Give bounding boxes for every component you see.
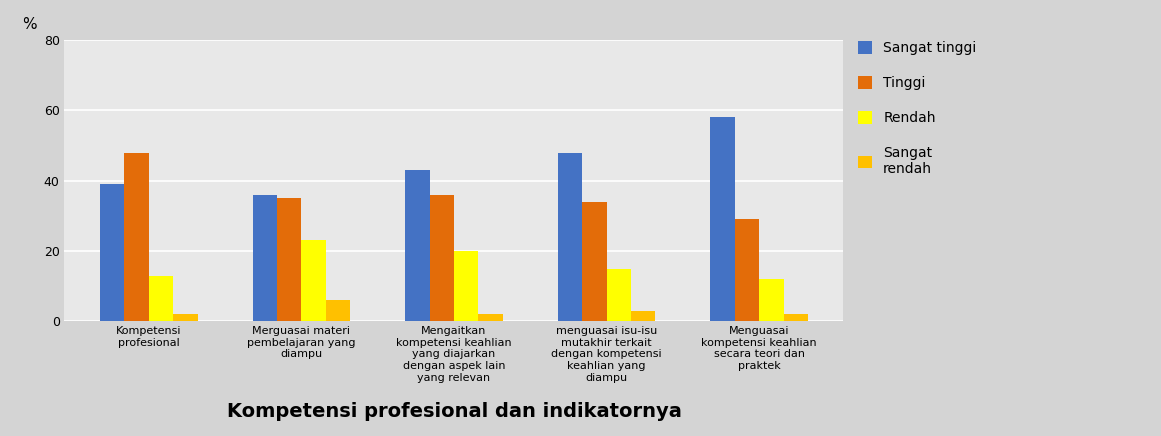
Bar — [606, 269, 632, 321]
Bar — [149, 276, 173, 321]
Bar — [173, 314, 197, 321]
Legend: Sangat tinggi, Tinggi, Rendah, Sangat
rendah: Sangat tinggi, Tinggi, Rendah, Sangat re… — [858, 41, 976, 176]
Bar — [759, 279, 784, 321]
Bar — [784, 314, 808, 321]
Bar — [735, 219, 759, 321]
Bar — [326, 300, 351, 321]
Bar — [582, 202, 606, 321]
Bar — [124, 153, 149, 321]
Bar — [252, 195, 277, 321]
Bar — [711, 117, 735, 321]
Bar — [632, 311, 656, 321]
X-axis label: Kompetensi profesional dan indikatornya: Kompetensi profesional dan indikatornya — [226, 402, 682, 421]
Bar — [478, 314, 503, 321]
Bar — [100, 184, 124, 321]
Bar — [454, 251, 478, 321]
Bar — [405, 170, 430, 321]
Bar — [557, 153, 582, 321]
Text: %: % — [22, 17, 36, 32]
Bar — [302, 240, 326, 321]
Bar — [430, 195, 454, 321]
Bar — [277, 198, 302, 321]
